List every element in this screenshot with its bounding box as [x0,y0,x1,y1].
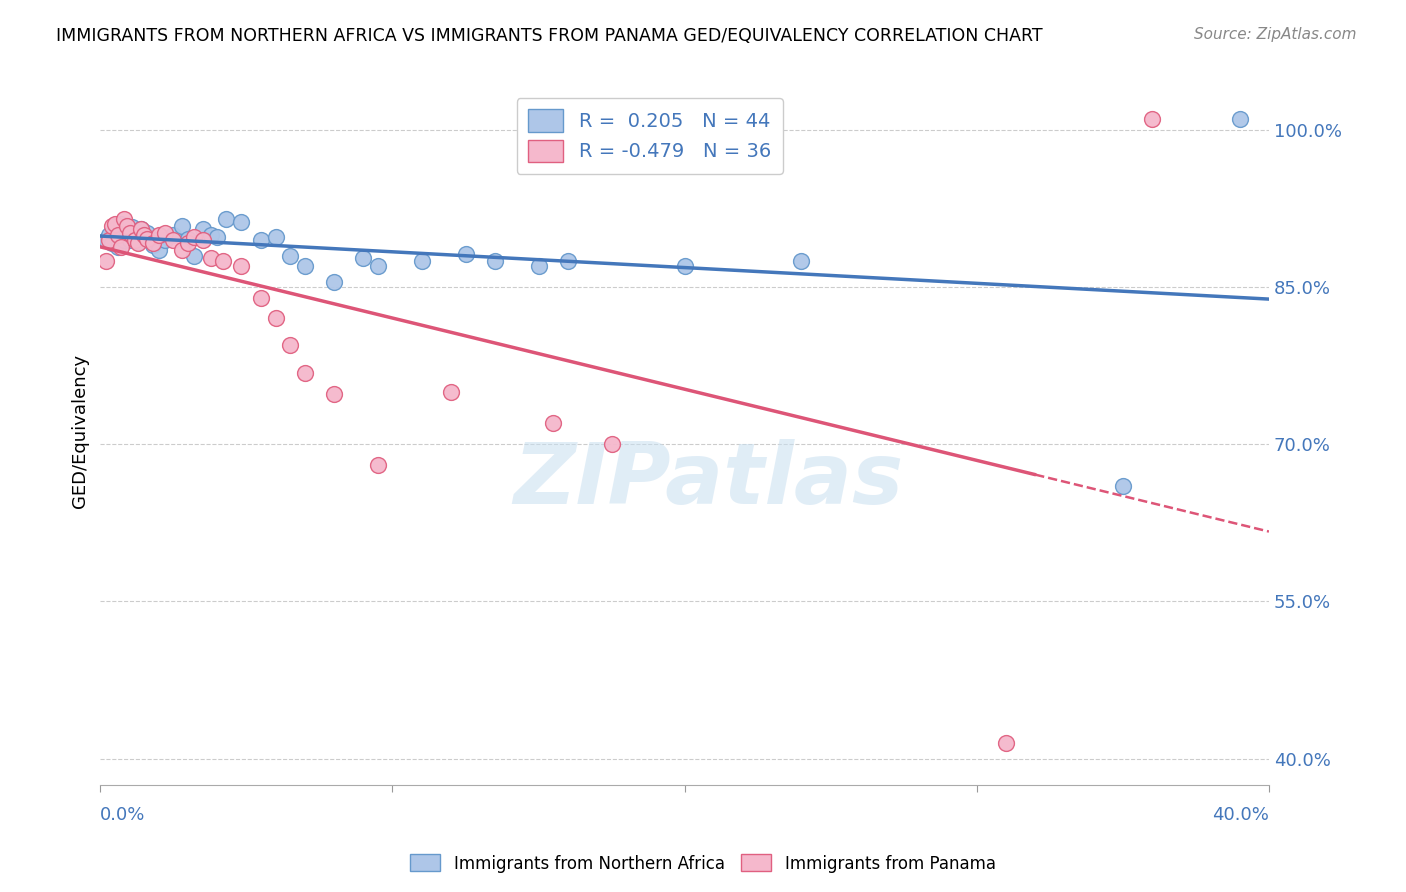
Point [1229,112,1251,127]
Point [145,233,167,247]
Point [98,227,121,242]
Point [118,233,141,247]
Point [278,337,301,351]
Point [115,219,138,234]
Point [367,458,389,473]
Point [134,227,156,242]
Point [250,233,273,247]
Point [1140,112,1163,127]
Point [124,233,146,247]
Point [264,311,287,326]
Point [278,249,301,263]
Point [101,219,124,234]
Point [129,222,152,236]
Point [172,244,194,258]
Text: 40.0%: 40.0% [1212,806,1270,824]
Point [153,226,176,240]
Point [323,275,346,289]
Point [191,222,214,236]
Point [183,249,205,263]
Point [118,226,141,240]
Point [172,219,194,234]
Point [212,253,235,268]
Point [148,227,170,242]
Point [229,215,252,229]
Point [673,259,696,273]
Point [134,229,156,244]
Point [127,235,149,249]
Point [107,240,129,254]
Point [136,226,159,240]
Point [177,232,200,246]
Point [484,253,506,268]
Point [229,259,252,273]
Point [98,233,121,247]
Point [323,387,346,401]
Point [162,227,184,242]
Point [142,235,165,250]
Point [177,235,200,250]
Point [96,253,118,268]
Text: ZIPatlas: ZIPatlas [513,439,903,522]
Point [264,229,287,244]
Point [110,240,132,254]
Point [104,217,127,231]
Point [112,211,135,226]
Point [153,233,176,247]
Point [107,227,129,242]
Point [136,232,159,246]
Point [205,229,228,244]
Point [527,259,550,273]
Point [557,253,579,268]
Point [121,220,143,235]
Point [294,259,316,273]
Point [148,244,170,258]
Point [191,233,214,247]
Point [96,233,118,247]
Text: Source: ZipAtlas.com: Source: ZipAtlas.com [1194,27,1357,42]
Point [127,235,149,250]
Y-axis label: GED/Equivalency: GED/Equivalency [72,354,89,508]
Point [162,233,184,247]
Point [250,291,273,305]
Point [367,259,389,273]
Point [115,226,138,240]
Text: 0.0%: 0.0% [100,806,146,824]
Point [411,253,433,268]
Point [101,235,124,250]
Point [112,233,135,247]
Point [995,736,1018,750]
Point [790,253,813,268]
Point [104,222,127,236]
Point [183,229,205,244]
Point [215,211,238,226]
Point [541,417,564,431]
Legend: Immigrants from Northern Africa, Immigrants from Panama: Immigrants from Northern Africa, Immigra… [404,847,1002,880]
Point [600,437,623,451]
Point [352,251,374,265]
Legend: R =  0.205   N = 44, R = -0.479   N = 36: R = 0.205 N = 44, R = -0.479 N = 36 [516,98,783,174]
Point [200,251,222,265]
Point [110,217,132,231]
Point [142,238,165,252]
Point [440,384,463,399]
Text: IMMIGRANTS FROM NORTHERN AFRICA VS IMMIGRANTS FROM PANAMA GED/EQUIVALENCY CORREL: IMMIGRANTS FROM NORTHERN AFRICA VS IMMIG… [56,27,1043,45]
Point [1112,479,1135,493]
Point [454,246,477,260]
Point [124,227,146,242]
Point [129,222,152,236]
Point [200,227,222,242]
Point [294,366,316,380]
